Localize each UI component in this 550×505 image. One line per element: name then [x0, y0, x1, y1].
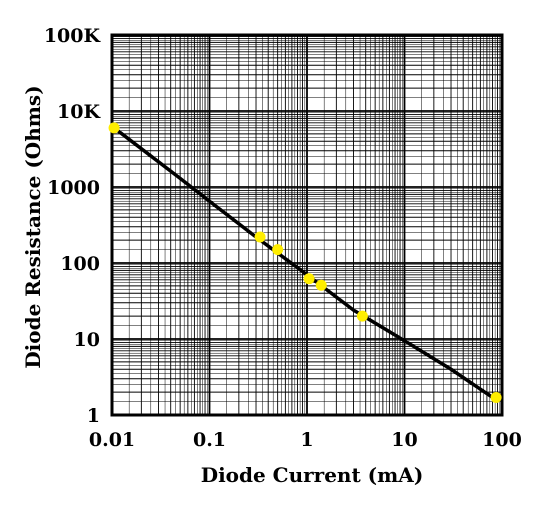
data-point-marker [315, 279, 327, 291]
x-tick-labels: 0.01 0.1 1 10 100 [89, 429, 522, 451]
y-tick-label: 1 [87, 405, 100, 427]
y-tick-label: 100 [60, 253, 100, 275]
data-point-marker [272, 244, 284, 256]
x-tick-label: 10 [391, 429, 417, 451]
series-markers [108, 122, 502, 403]
data-point-marker [108, 122, 120, 134]
grid [111, 35, 502, 416]
data-point-marker [254, 231, 266, 243]
x-tick-label: 0.1 [193, 429, 226, 451]
data-point-marker [490, 391, 502, 403]
plot-frame [110, 33, 504, 417]
y-tick-label: 100K [44, 25, 102, 47]
data-point-marker [356, 310, 368, 322]
y-tick-label: 10K [57, 101, 101, 123]
x-tick-label: 100 [482, 429, 522, 451]
x-tick-label: 0.01 [89, 429, 135, 451]
x-axis-label: Diode Current (mA) [201, 463, 424, 487]
x-tick-label: 1 [300, 429, 313, 451]
y-tick-label: 1000 [47, 177, 100, 199]
data-point-marker [303, 273, 315, 285]
y-axis-label: Diode Resistance (Ohms) [21, 85, 45, 368]
y-tick-label: 10 [74, 329, 100, 351]
y-tick-labels: 1 10 100 1000 10K 100K [44, 25, 102, 427]
